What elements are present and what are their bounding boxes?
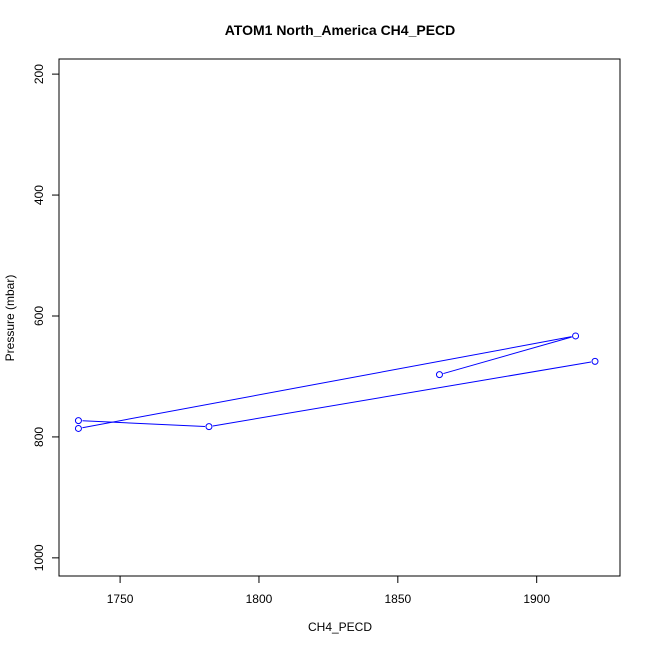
plot-frame bbox=[58, 58, 621, 577]
y-tick-label: 800 bbox=[32, 427, 46, 447]
chart-title: ATOM1 North_America CH4_PECD bbox=[225, 22, 456, 38]
x-tick-label: 1900 bbox=[523, 592, 550, 606]
data-point bbox=[74, 424, 82, 432]
data-point bbox=[435, 371, 443, 379]
y-tick-label: 1000 bbox=[32, 544, 46, 571]
y-tick-label: 600 bbox=[32, 306, 46, 326]
data-point bbox=[74, 417, 82, 425]
x-axis-label: CH4_PECD bbox=[308, 620, 372, 634]
y-tick-label: 200 bbox=[32, 64, 46, 84]
series-line-segment bbox=[443, 336, 572, 375]
x-tick-label: 1850 bbox=[384, 592, 411, 606]
series-line-segment bbox=[82, 420, 205, 427]
y-tick-label: 400 bbox=[32, 185, 46, 205]
series-line-segment bbox=[212, 361, 592, 427]
x-tick-label: 1750 bbox=[107, 592, 134, 606]
data-point bbox=[205, 423, 213, 431]
data-point bbox=[591, 357, 599, 365]
y-axis-label: Pressure (mbar) bbox=[3, 275, 17, 362]
series-layer bbox=[74, 332, 599, 432]
x-axis: 1750 1800 1850 1900 bbox=[107, 575, 550, 606]
y-axis: 200 400 600 800 1000 bbox=[32, 64, 60, 571]
x-tick-label: 1800 bbox=[246, 592, 273, 606]
series-line-segment bbox=[82, 336, 572, 429]
data-point bbox=[572, 332, 580, 340]
